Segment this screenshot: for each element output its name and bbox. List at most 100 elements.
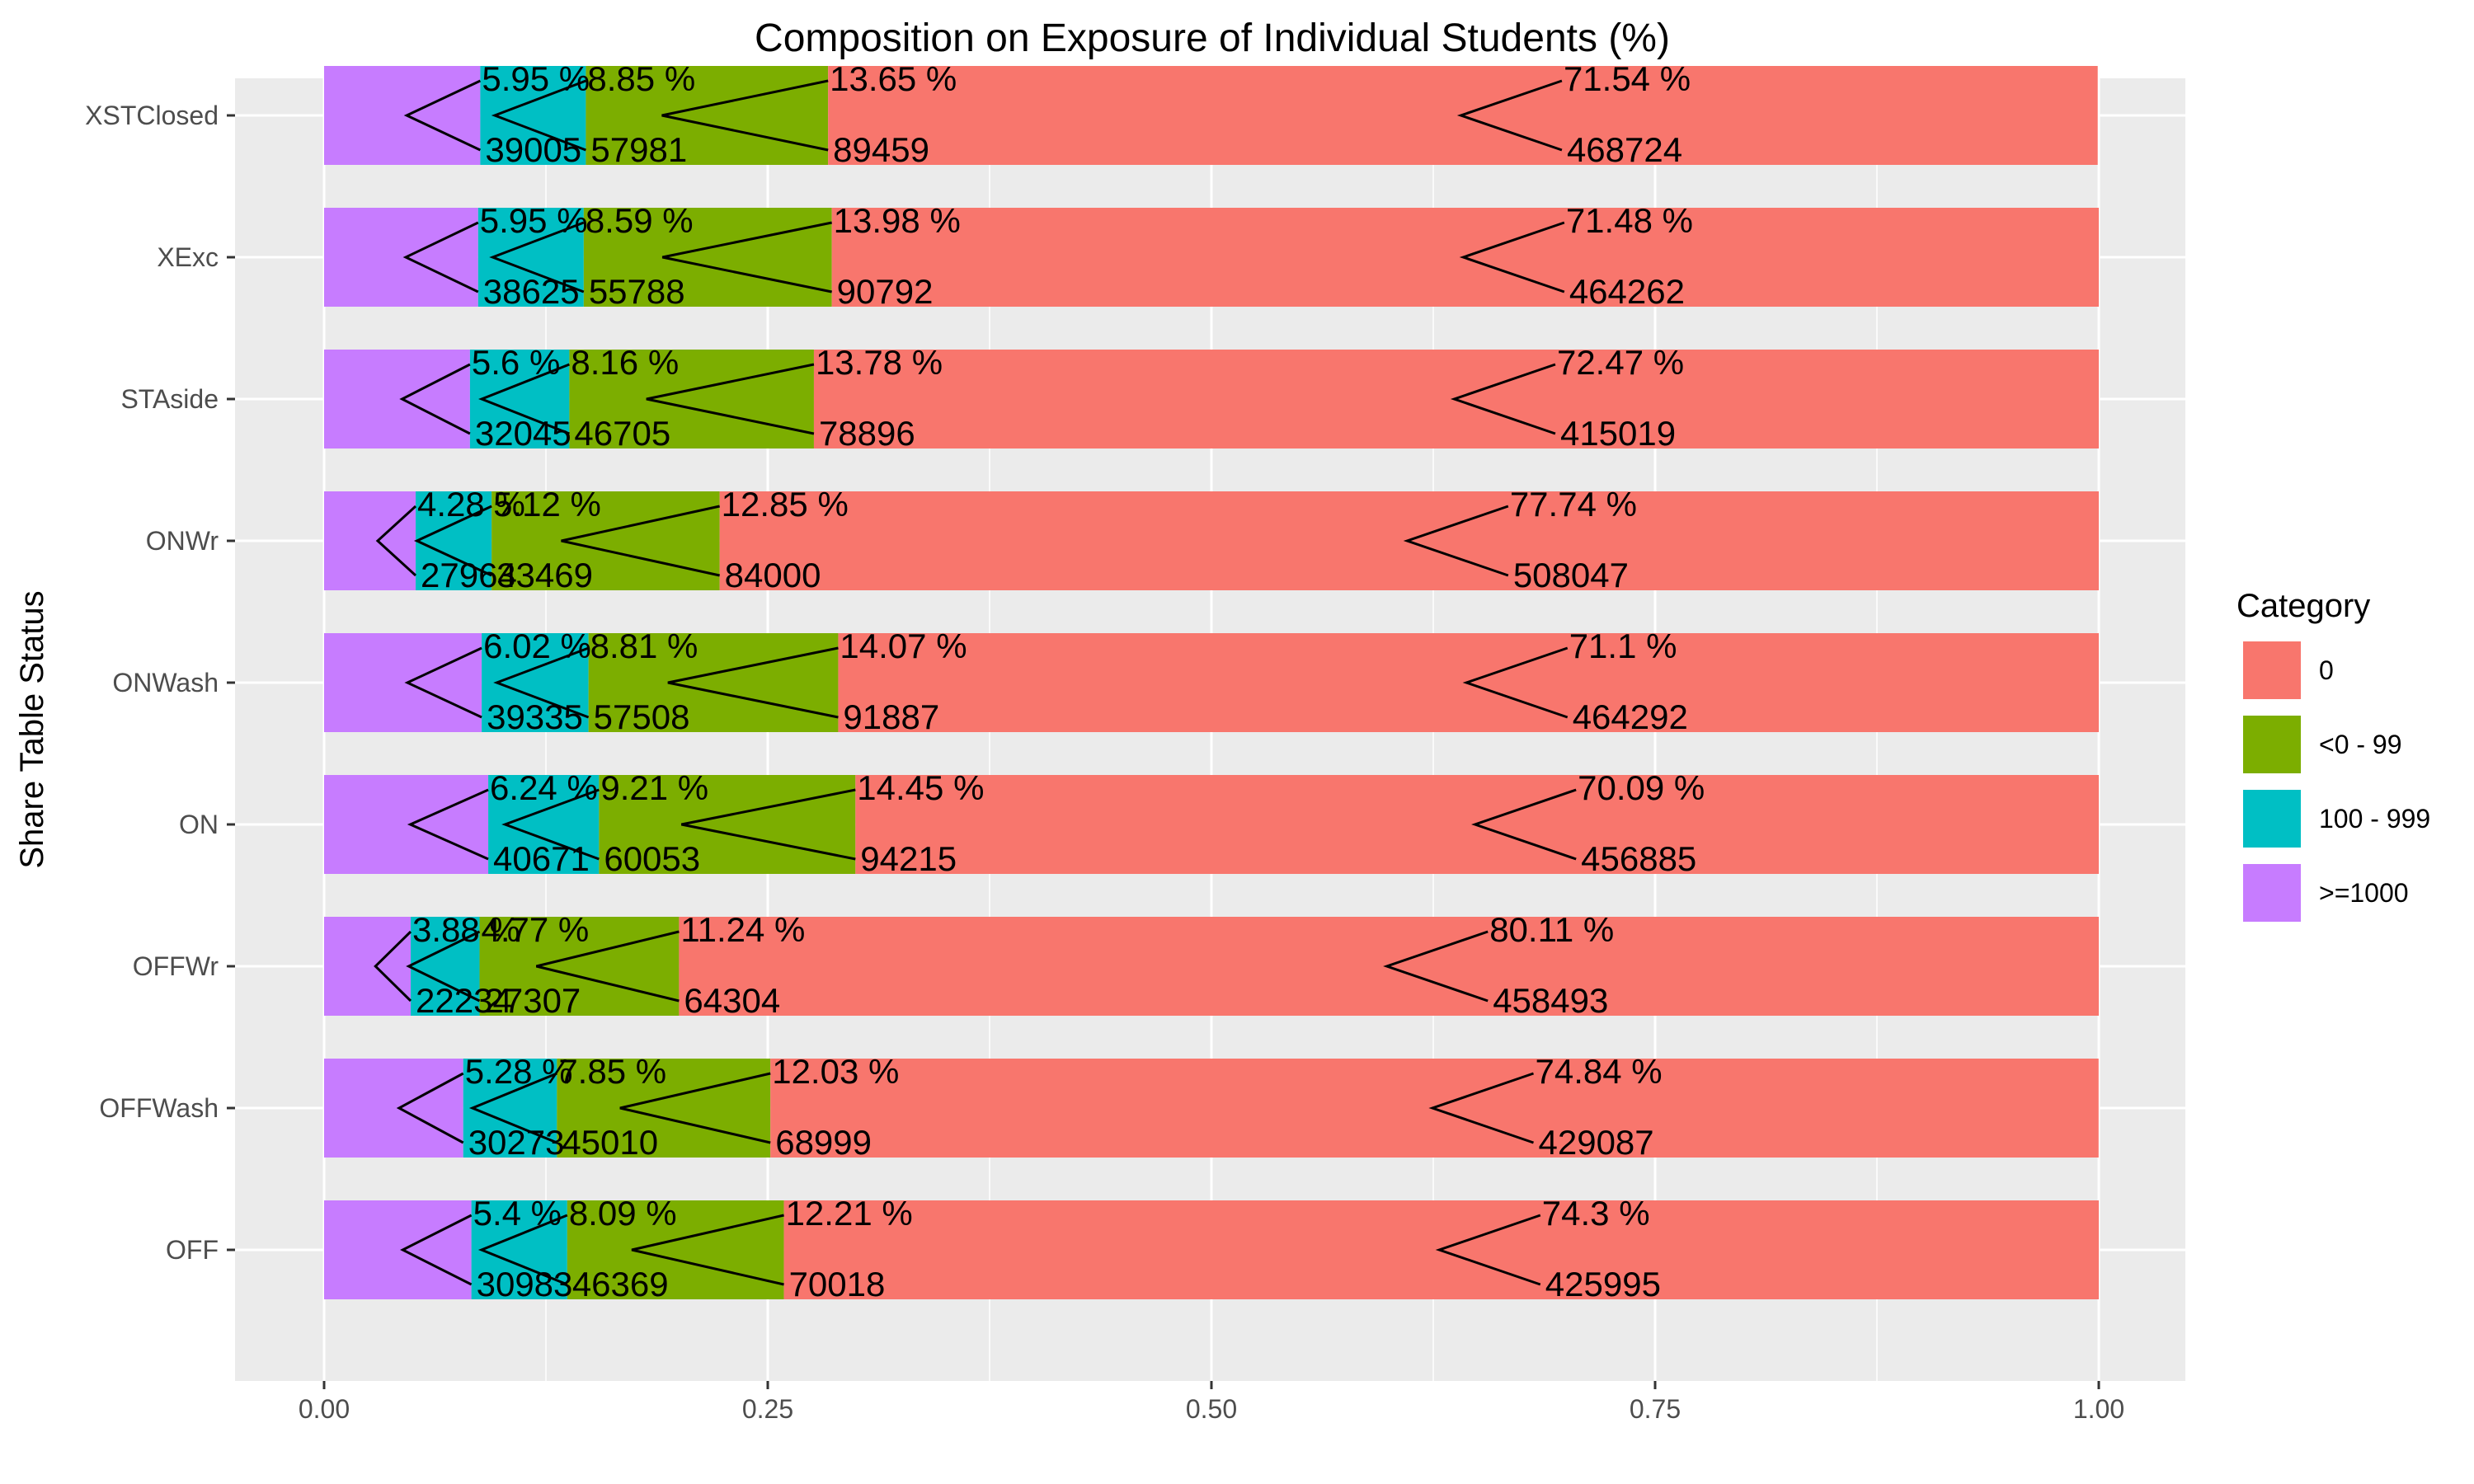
count-label: 458493 — [1493, 981, 1608, 1020]
count-label: 40671 — [493, 839, 590, 878]
label-connector — [403, 79, 482, 152]
label-connector — [396, 1072, 464, 1144]
count-label: 84000 — [725, 556, 821, 594]
percent-label: 5.28 % — [465, 1052, 573, 1091]
percent-label: 14.07 % — [840, 627, 967, 665]
bar-segment — [324, 208, 478, 307]
label-connector — [375, 505, 417, 577]
percent-label: 8.16 % — [571, 343, 679, 382]
x-tick-label: 0.50 — [1186, 1394, 1237, 1424]
percent-label: 8.09 % — [569, 1194, 677, 1233]
percent-label: 5.4 % — [473, 1194, 562, 1233]
percent-label: 70.09 % — [1578, 768, 1705, 807]
bar-segment — [599, 775, 856, 874]
legend-label: 100 - 999 — [2319, 804, 2430, 834]
chart-title: Composition on Exposure of Individual St… — [755, 16, 1670, 60]
label-connector — [536, 930, 680, 1003]
count-label: 91887 — [843, 697, 939, 736]
count-label: 415019 — [1560, 414, 1676, 453]
count-label: 30273 — [468, 1123, 565, 1162]
count-label: 89459 — [833, 130, 929, 169]
count-label: 57508 — [594, 697, 690, 736]
bar-segment — [471, 1200, 567, 1299]
bar-segment — [324, 775, 489, 874]
legend-label: <0 - 99 — [2319, 730, 2402, 759]
count-label: 508047 — [1513, 556, 1629, 594]
percent-label: 4.77 % — [482, 910, 590, 949]
percent-label: 80.11 % — [1489, 910, 1614, 949]
bar-segment — [324, 350, 470, 448]
percent-label: 13.98 % — [834, 201, 961, 240]
percent-label: 13.65 % — [830, 59, 957, 98]
label-connector — [478, 363, 570, 435]
label-connector — [1471, 788, 1577, 861]
y-tick-label: OFFWr — [133, 951, 219, 981]
label-connector — [491, 79, 586, 152]
x-tick-label: 0.25 — [742, 1394, 793, 1424]
bar-segment — [583, 208, 832, 307]
label-connector — [619, 1072, 771, 1144]
count-label: 46369 — [572, 1265, 669, 1303]
count-label: 94215 — [860, 839, 957, 878]
label-connector — [399, 363, 471, 435]
x-tick-label: 0.00 — [299, 1394, 350, 1424]
label-connector — [661, 221, 832, 294]
bar-segment — [588, 633, 839, 732]
label-connector — [646, 363, 815, 435]
y-tick-label: ONWr — [146, 526, 219, 556]
x-tick-label: 0.75 — [1630, 1394, 1681, 1424]
bar-segment — [324, 1200, 472, 1299]
y-axis-title: Share Table Status — [14, 590, 50, 868]
legend-label: 0 — [2319, 655, 2334, 685]
count-label: 464292 — [1573, 697, 1688, 736]
count-label: 55788 — [589, 272, 685, 311]
label-connector — [400, 1214, 473, 1286]
label-connector — [404, 646, 482, 719]
percent-label: 5.95 % — [480, 201, 588, 240]
bar-segment — [324, 633, 482, 732]
y-axis: XSTClosed XExc STAside ONWr ONWash ON OFFWr OFF… — [85, 101, 235, 1265]
percent-label: 12.85 % — [722, 485, 849, 524]
legend-title: Category — [2236, 588, 2370, 624]
percent-label: 72.47 % — [1557, 343, 1684, 382]
percent-label: 74.84 % — [1536, 1052, 1663, 1091]
y-tick-label: ONWash — [112, 668, 219, 697]
percent-label: 11.24 % — [680, 910, 805, 949]
count-label: 429087 — [1539, 1123, 1654, 1162]
count-label: 78896 — [819, 414, 915, 453]
count-label: 45010 — [562, 1123, 658, 1162]
bar-segment — [479, 917, 680, 1016]
bar-segment — [567, 1200, 784, 1299]
count-label: 464262 — [1569, 272, 1685, 311]
label-connector — [493, 646, 590, 719]
percent-label: 71.54 % — [1564, 59, 1691, 98]
percent-label: 6.02 % — [483, 627, 591, 665]
percent-label: 77.74 % — [1510, 485, 1637, 524]
x-tick-label: 1.00 — [2073, 1394, 2124, 1424]
label-connector — [413, 505, 492, 577]
label-connector — [1459, 221, 1565, 294]
label-connector — [402, 221, 479, 294]
label-connector — [468, 1072, 557, 1144]
count-label: 39335 — [487, 697, 583, 736]
y-tick-label: STAside — [120, 384, 219, 414]
count-label: 68999 — [775, 1123, 872, 1162]
percent-label: 3.88 % — [412, 910, 520, 949]
count-label: 38625 — [483, 272, 580, 311]
label-connector — [1383, 930, 1489, 1003]
label-connector — [477, 1214, 568, 1286]
bar-segment — [557, 1059, 771, 1158]
percent-label: 7.85 % — [558, 1052, 666, 1091]
percent-label: 74.3 % — [1542, 1194, 1650, 1233]
count-label: 39005 — [485, 130, 581, 169]
percent-label: 14.45 % — [857, 768, 984, 807]
percent-label: 6.24 % — [490, 768, 598, 807]
legend: Category 0 <0 - 99 100 - 999 >=1000 — [2236, 588, 2430, 922]
count-label: 60053 — [604, 839, 700, 878]
label-connector — [489, 221, 585, 294]
percent-label: 8.59 % — [586, 201, 694, 240]
count-label: 425995 — [1545, 1265, 1661, 1303]
percent-label: 8.85 % — [587, 59, 695, 98]
